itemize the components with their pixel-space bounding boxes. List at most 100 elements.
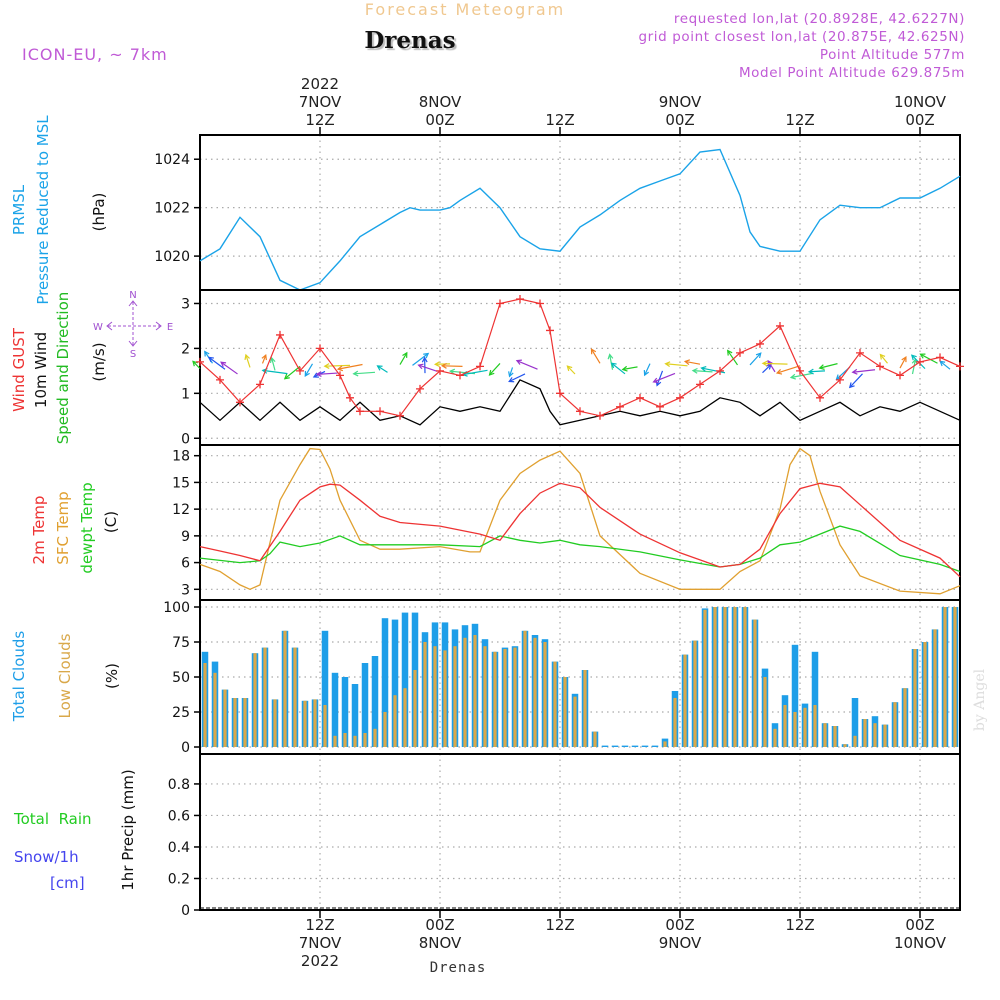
total-cloud-bar — [621, 745, 629, 747]
wind-arrow-head — [421, 356, 428, 363]
wind-arrow-head — [789, 373, 796, 380]
wind-arrow-head — [683, 359, 691, 366]
low-cloud-bar — [803, 707, 807, 747]
wind-direction-arrow — [622, 366, 638, 371]
wind-direction-arrow — [849, 373, 863, 388]
wind-arrow-head — [901, 356, 907, 363]
wind-direction-arrow — [304, 363, 314, 377]
bottom-axis-label: 00Z — [905, 916, 934, 934]
wind-direction-arrow — [489, 363, 501, 376]
total-cloud-bar — [321, 630, 329, 747]
low-cloud-bar — [233, 698, 237, 747]
pressure-panel: PRMSL Pressure Reduced to MSL (hPa) 1020… — [10, 115, 961, 305]
snow-unit-label: [cm] — [50, 874, 85, 892]
gust-point — [656, 402, 664, 411]
gust-point — [236, 398, 244, 407]
low-cloud-bar — [283, 630, 287, 747]
wind-direction-arrow — [261, 354, 267, 364]
y-tick-label: 100 — [163, 600, 190, 616]
low-cloud-bar — [253, 653, 257, 747]
y-tick-label: 1 — [181, 386, 190, 402]
low-cloud-bar — [873, 723, 877, 747]
wind-arrow-head — [433, 361, 440, 368]
total-cloud-bar — [791, 644, 799, 747]
wind-direction-arrow — [819, 363, 838, 369]
wind-arrow-head — [402, 351, 408, 358]
gust-point — [676, 393, 684, 402]
wind-direction-arrow — [399, 352, 408, 365]
low-cloud-bar — [263, 647, 267, 747]
top-axis-label: 10NOV — [894, 93, 947, 111]
low-cloud-bar — [583, 670, 587, 747]
total-cloud-bar — [331, 672, 339, 747]
wind-arrow-head — [269, 356, 276, 363]
low-cloud-bar — [933, 629, 937, 747]
gust-point — [476, 362, 484, 371]
credit-watermark: by Angel — [972, 668, 988, 731]
y-tick-label: 0.4 — [168, 840, 190, 856]
bottom-axis-label: 12Z — [785, 916, 814, 934]
wind-arrow-head — [610, 362, 617, 369]
wind-direction-arrow — [208, 356, 226, 370]
wind-direction-arrow — [911, 359, 917, 375]
low-cloud-bar — [843, 744, 847, 747]
top-axis-label: 00Z — [665, 111, 694, 129]
wind-arrow-head — [315, 371, 322, 378]
gust-point — [496, 299, 504, 308]
top-axis-label: 00Z — [425, 111, 454, 129]
low-cloud-bar — [563, 677, 567, 747]
low-cloud-bar — [303, 700, 307, 747]
wind-arrow-head — [508, 371, 514, 378]
wind-direction-arrow — [412, 353, 429, 366]
low-cloud-bar — [813, 705, 817, 747]
total-cloud-bar — [851, 698, 859, 747]
wind-arrow-head — [879, 353, 886, 360]
low-cloud-bar — [673, 698, 677, 747]
location-title: Drenas — [364, 27, 455, 54]
low-cloud-bar — [413, 670, 417, 747]
snow-label: Snow/1h — [14, 848, 79, 866]
temp2m-label: 2m Temp — [30, 496, 48, 565]
wind-direction-arrow — [762, 362, 788, 365]
low-cloud-bar — [343, 733, 347, 747]
total-cloud-bar — [601, 745, 609, 747]
low-cloud-bar — [503, 649, 507, 747]
gust-point — [376, 407, 384, 416]
wind-arrow-head — [775, 369, 783, 375]
y-tick-label: 0 — [181, 740, 190, 756]
total-cloud-bar — [351, 684, 359, 747]
top-axis-label: 12Z — [545, 111, 574, 129]
gust-point — [346, 393, 354, 402]
gust-point — [356, 407, 364, 416]
wind-direction-arrow — [442, 365, 463, 367]
total-cloud-bar — [641, 745, 649, 747]
gust-point — [536, 299, 544, 308]
wind-direction-arrow — [939, 360, 951, 370]
wind-arrow-head — [283, 373, 290, 380]
gust-point — [736, 348, 744, 357]
wind-arrow-head — [220, 361, 227, 368]
precip-plot: 0 0.2 0.4 0.6 0.8 — [168, 753, 961, 919]
gust-line — [199, 298, 961, 417]
low-cloud-bar — [243, 698, 247, 747]
wind-arrow-head — [607, 353, 614, 360]
requested-coords: requested lon,lat (20.8928E, 42.6227N) — [674, 11, 965, 27]
bottom-axis-label: 2022 — [301, 952, 339, 970]
wind-arrow-head — [727, 349, 733, 356]
bottom-axis-label: 12Z — [305, 916, 334, 934]
low-cloud-bar — [473, 635, 477, 747]
footer-location: Drenas — [430, 960, 487, 976]
wind-arrow-head — [691, 367, 698, 374]
low-cloud-bar — [773, 728, 777, 747]
gust-point — [936, 353, 944, 362]
y-tick-label: 9 — [181, 529, 190, 545]
pressure-plot: 1020 1022 1024 — [154, 134, 961, 291]
wind-arrow-head — [488, 369, 495, 376]
wind-arrow-head — [818, 364, 825, 370]
wind-arrow-head — [919, 353, 926, 359]
low-cloud-bar — [823, 723, 827, 747]
low-cloud-bar — [273, 699, 277, 747]
wind-arrow-head — [323, 363, 330, 369]
low-cloud-bar — [433, 646, 437, 747]
wind-arrow-head — [204, 350, 210, 357]
